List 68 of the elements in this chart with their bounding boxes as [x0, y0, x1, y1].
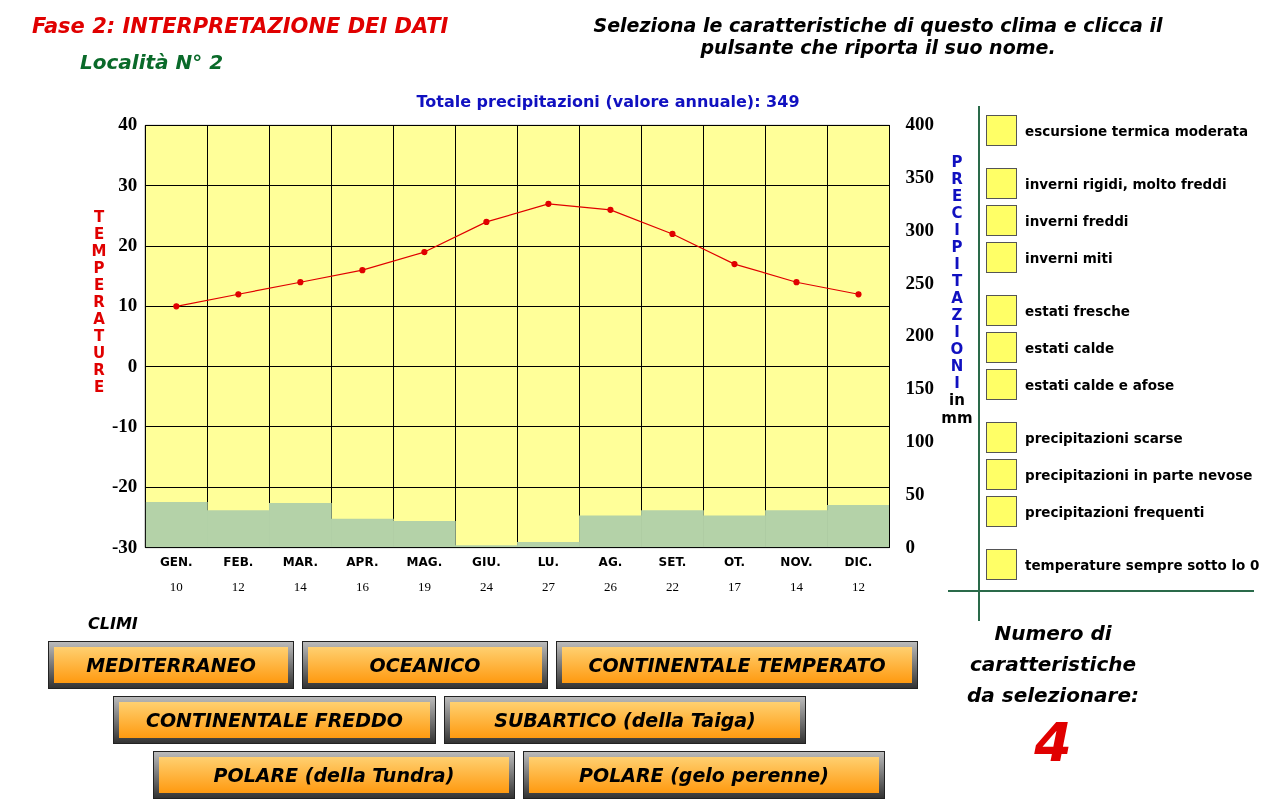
x-tick-label: DIC. [844, 554, 873, 569]
y-tick-label: -20 [112, 475, 138, 497]
text: estati calde e afose [1025, 376, 1175, 393]
button: SUBARTICO (della Taiga) [444, 696, 806, 744]
text: escursione termica moderata [1025, 122, 1249, 139]
y-tick-label: 40 [118, 113, 138, 135]
y2-axis-title: PRECIPITAZIONI in mm [940, 153, 974, 427]
x-tick-label: APR. [346, 554, 379, 569]
y2-tick-label: 300 [905, 218, 934, 240]
button: POLARE (della Tundra) [153, 751, 515, 799]
data-label: 14 [293, 579, 308, 595]
data-label: 26 [603, 579, 618, 595]
text: 4 [1033, 711, 1073, 774]
text: estati calde [1025, 339, 1115, 356]
x-tick-label: MAG. [406, 554, 443, 569]
button: OCEANICO [302, 641, 548, 689]
data-label: 24 [479, 579, 494, 595]
button: MEDITERRANEO [48, 641, 294, 689]
y2-tick-label: 0 [905, 535, 915, 557]
data-label: 17 [727, 579, 742, 595]
y-tick-label: 10 [118, 294, 138, 316]
y-tick-label: -30 [112, 535, 138, 557]
data-label: 27 [541, 579, 556, 595]
y2-tick-label: 150 [905, 377, 934, 399]
y-tick-label: 20 [118, 233, 138, 255]
y-tick-label: -10 [112, 414, 138, 436]
button: CONTINENTALE TEMPERATO [556, 641, 918, 689]
text: precipitazioni scarse [1025, 429, 1183, 446]
x-tick-label: MAR. [282, 554, 318, 569]
y-axis-title: TEMPERATURE [90, 208, 108, 395]
x-tick-label: NOV. [780, 554, 813, 569]
text: temperature sempre sotto lo 0 [1025, 556, 1260, 573]
text: estati fresche [1025, 302, 1131, 319]
data-label: 22 [665, 579, 679, 595]
button: POLARE (gelo perenne) [523, 751, 885, 799]
y2-tick-label: 50 [905, 482, 925, 504]
text: Totale precipitazioni (valore annuale): 349 [415, 92, 801, 111]
y2-tick-label: 200 [905, 324, 934, 346]
text: precipitazioni in parte nevose [1025, 466, 1253, 483]
y2-tick-label: 250 [905, 271, 934, 293]
x-tick-label: GIU. [472, 554, 501, 569]
text: Seleziona le caratteristiche di questo clima e clicca il pulsante che riporta il suo nome. [592, 14, 1164, 58]
x-tick-label: FEB. [223, 554, 254, 569]
button: CONTINENTALE FREDDO [113, 696, 436, 744]
text: Numero di caratteristiche da selezionare: [965, 620, 1141, 709]
x-tick-label: OT. [723, 554, 746, 569]
text: inverni miti [1025, 249, 1113, 266]
y-tick-label: 0 [127, 354, 138, 376]
y2-tick-label: 400 [905, 113, 934, 135]
x-tick-label: SET. [658, 554, 687, 569]
x-tick-label: LU. [537, 554, 560, 569]
chart-title: Fase 2: INTERPRETAZIONE DEI DATI [32, 14, 449, 38]
y2-tick-label: 100 [905, 429, 934, 451]
data-label: 12 [231, 579, 245, 595]
y-tick-label: 30 [118, 173, 138, 195]
x-tick-label: AG. [598, 554, 623, 569]
y2-tick-label: 350 [905, 166, 934, 188]
text: inverni rigidi, molto freddi [1025, 175, 1227, 192]
x-tick-label: GEN. [160, 554, 193, 569]
data-label: 10 [169, 579, 183, 595]
text: CLIMI [88, 614, 138, 633]
data-label: 16 [355, 579, 370, 595]
text: precipitazioni frequenti [1025, 503, 1205, 520]
data-label: 12 [851, 579, 865, 595]
data-label: 19 [417, 579, 431, 595]
data-label: 14 [789, 579, 804, 595]
chart-subtitle: Località N° 2 [80, 50, 224, 74]
text: inverni freddi [1025, 212, 1129, 229]
